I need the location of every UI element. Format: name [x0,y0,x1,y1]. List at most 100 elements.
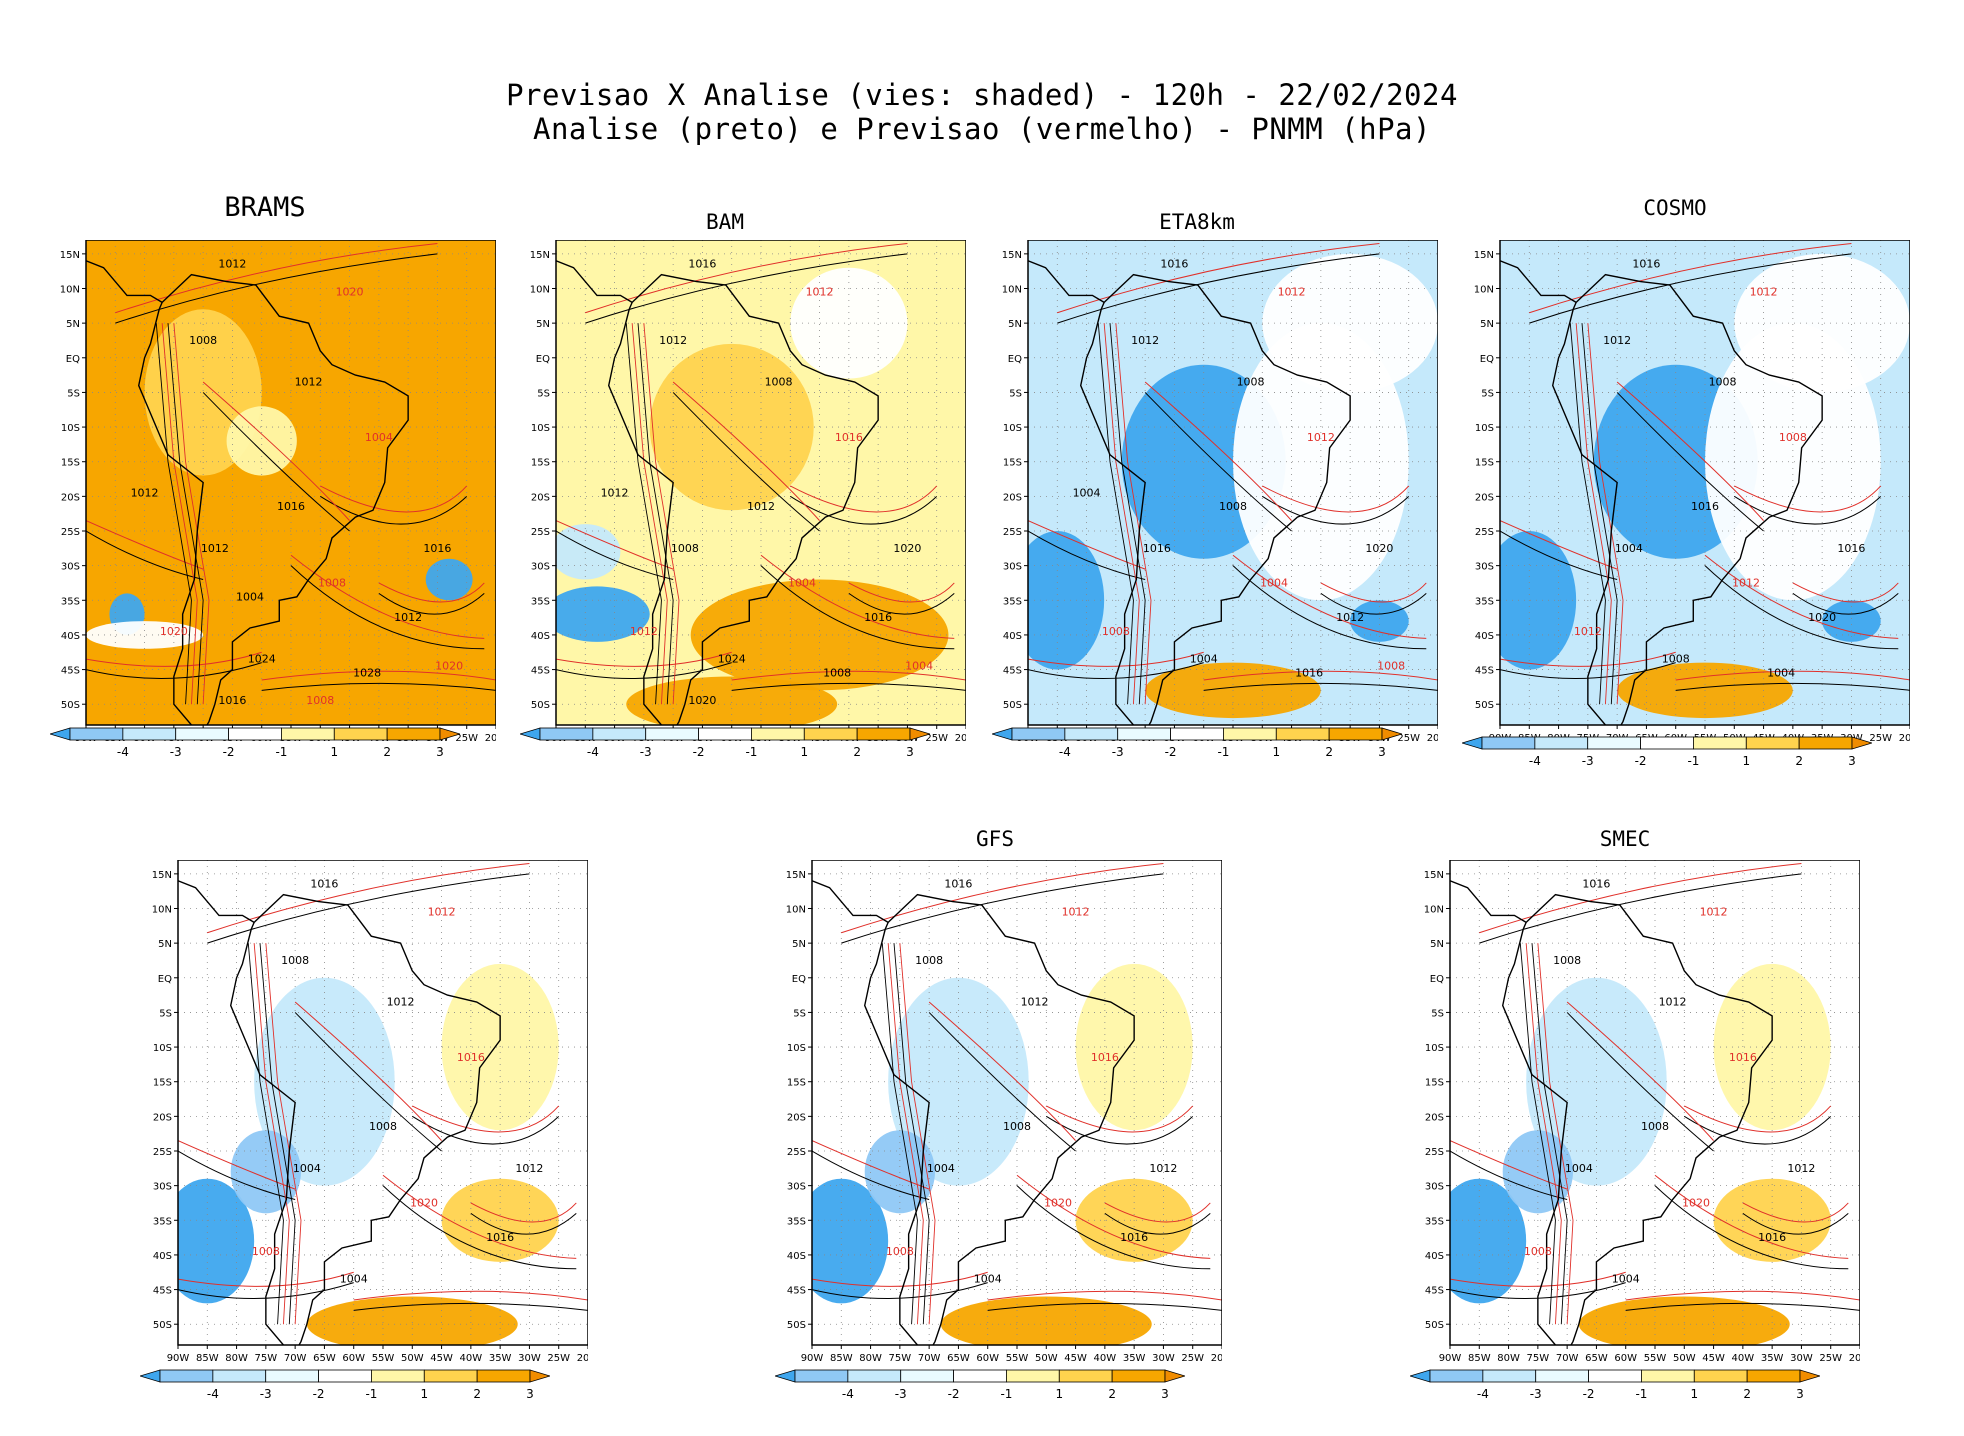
panel-title: BAM [706,210,744,234]
bias-region [1028,531,1105,670]
lon-label: 40W [460,1353,483,1364]
forecast-isobar [412,1105,560,1133]
central-america-coastline [178,880,255,923]
lat-label: 10N [152,905,172,916]
map-panel: 1012 1020 1008 1012 1004 1016 1012 1008 1012 1016… [60,240,496,744]
lon-label: 35W [1123,1353,1146,1364]
forecast-isobar [1262,485,1410,513]
forecast-isobar-label: 1004 [788,576,816,589]
analysis-isobar-label: 1012 [1659,996,1687,1009]
lat-label: 15S [531,458,550,469]
forecast-isobar [1028,520,1146,570]
lon-label: 45W [1702,1353,1725,1364]
colorbar-label: -1 [1635,1387,1647,1401]
analysis-isobar [1262,495,1410,525]
forecast-isobar [672,381,820,521]
forecast-isobar [1704,554,1899,639]
lat-label: 15N [530,250,550,261]
colorbar-swatch [803,727,858,741]
colorbar-swatch [1693,1369,1748,1383]
forecast-isobar-label: 1020 [1682,1196,1710,1209]
colorbar-label: 3 [436,745,444,759]
forecast-isobar-label: 1020 [1044,1196,1072,1209]
colorbar-swatch [228,727,282,741]
analysis-isobar-label: 1012 [387,996,415,1009]
lat-label: 5S [537,388,550,399]
forecast-isobar [1684,1105,1832,1133]
forecast-isobar-label: 1012 [1732,576,1760,589]
analysis-isobar-label: 1008 [671,542,699,555]
lat-label: 5S [159,1008,172,1019]
lon-label: 50W [1035,1353,1058,1364]
south-america-coastline [607,273,879,725]
map-panel: 1016 1012 1008 1012 1016 1008 1004 1020 1016 1012… [152,860,588,1364]
lat-label: 5N [158,939,172,950]
forecast-isobar [1104,1202,1211,1223]
colorbar-label: -4 [207,1387,219,1401]
analysis-isobar-label: 1016 [688,258,716,271]
lon-label: 55W [372,1353,395,1364]
lat-label: 5N [66,319,80,330]
lat-label: 10N [1002,285,1022,296]
colorbar-arrow-right [1164,1369,1185,1383]
forecast-isobar [294,1001,442,1141]
andes-isobar [247,943,284,1325]
lat-label: 15S [153,1078,172,1089]
analysis-isobar-label: 1008 [1662,653,1690,666]
forecast-isobar-label: 1012 [1062,905,1090,918]
colorbar-label: -3 [1582,754,1594,768]
analysis-isobar [790,495,938,525]
analysis-isobar [1792,592,1899,615]
south-america-coastline [137,273,409,725]
colorbar-label: 1 [1055,1387,1063,1401]
analysis-isobar-label: 1004 [927,1162,955,1175]
bias-region [306,1296,518,1345]
andes-isobar [625,323,662,705]
analysis-isobar-label: 1004 [1073,486,1101,499]
lat-label: 25S [153,1147,172,1158]
analysis-isobar-label: 1004 [236,590,264,603]
analysis-isobar-label: 1004 [1767,667,1795,680]
analysis-isobar [353,1302,588,1311]
forecast-isobar-label: 1012 [1750,285,1778,298]
forecast-isobar [178,1271,354,1287]
lat-label: 50S [531,700,550,711]
colorbar-arrow-left [992,727,1013,741]
colorbar-label: -1 [365,1387,377,1401]
lat-label: 50S [1475,700,1494,711]
lat-label: 25S [787,1147,806,1158]
lat-label: 30S [1003,562,1022,573]
colorbar-swatch [1058,1369,1113,1383]
analysis-isobar-label: 1012 [1336,611,1364,624]
forecast-isobar-label: 1008 [1377,660,1405,673]
bias-field: 1016 1012 1008 1012 1016 1008 1004 1020 1016 1012… [1450,860,1860,1345]
lat-label: 5S [67,388,80,399]
colorbar-swatch [1587,736,1641,750]
lon-label: 20W [1211,1353,1222,1364]
forecast-isobar [1450,1271,1626,1287]
analysis-isobar-label: 1024 [718,653,746,666]
colorbar-swatch [1328,727,1383,741]
colorbar: -4-3-2-11234 [140,1369,550,1401]
lat-label: 30S [1475,562,1494,573]
lat-label: 15N [60,250,80,261]
analysis-isobar [202,392,350,532]
analysis-isobar-label: 1008 [823,667,851,680]
colorbar-label: -3 [895,1387,907,1401]
analysis-isobar [1566,1012,1714,1152]
forecast-isobar-label: 1004 [1260,576,1288,589]
forecast-isobar-label: 1020 [336,285,364,298]
forecast-isobar [202,381,350,521]
forecast-isobar [812,1271,988,1287]
analysis-isobar [1232,565,1427,650]
lat-label: 10N [60,285,80,296]
colorbar-label: -4 [842,1387,854,1401]
analysis-isobar [290,565,485,650]
forecast-isobar [1792,582,1899,603]
colorbar-label: -1 [275,745,287,759]
colorbar-swatch [1481,736,1536,750]
colorbar-swatch [1170,727,1224,741]
colorbar-swatch [1117,727,1171,741]
bias-region [940,1296,1152,1345]
analysis-isobar-label: 1016 [218,694,246,707]
